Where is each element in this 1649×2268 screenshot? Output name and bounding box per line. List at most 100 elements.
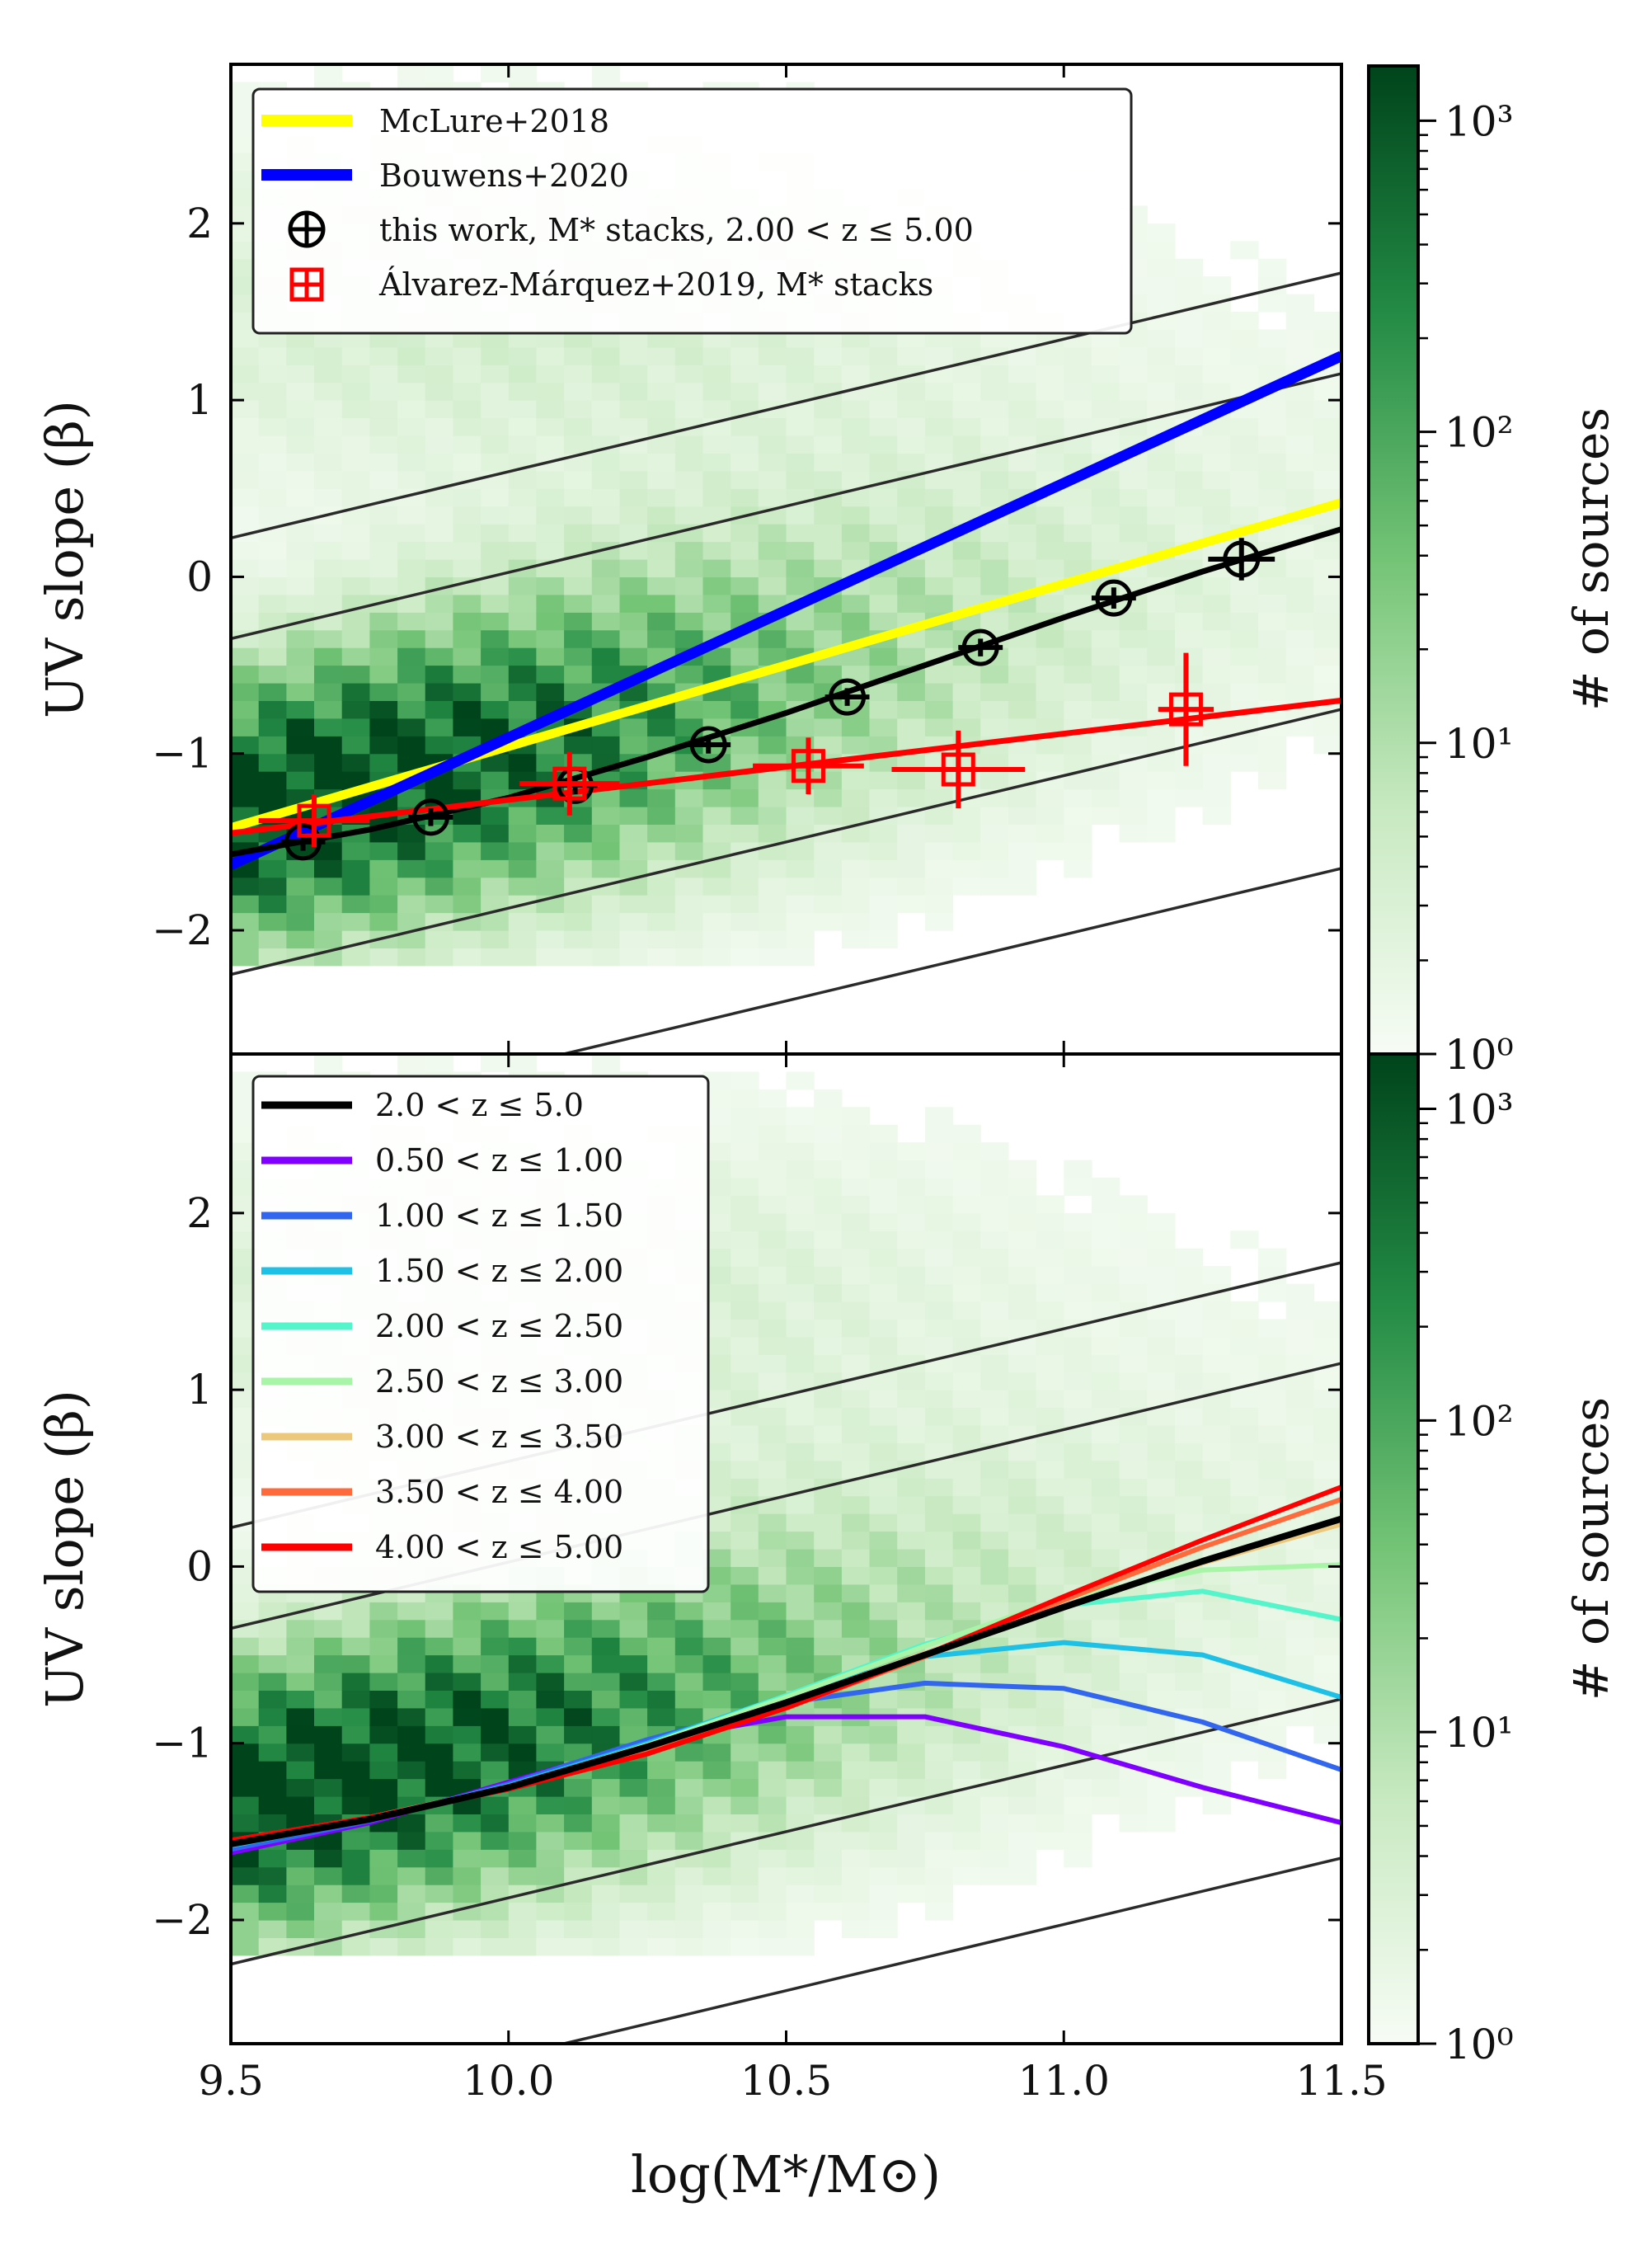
heatmap-cell: [286, 1637, 315, 1656]
heatmap-cell: [1202, 346, 1231, 365]
heatmap-cell: [647, 824, 676, 843]
heatmap-cell: [453, 559, 482, 577]
heatmap-cell: [952, 470, 981, 489]
heatmap-cell: [814, 1142, 843, 1161]
heatmap-cell: [702, 1796, 731, 1814]
heatmap-cell: [1036, 1212, 1064, 1231]
heatmap-cell: [1091, 629, 1120, 648]
heatmap-cell: [591, 365, 621, 383]
heatmap-cell: [314, 1778, 343, 1797]
heatmap-cell: [924, 1212, 954, 1231]
heatmap-cell: [397, 1707, 426, 1726]
heatmap-cell: [1285, 435, 1314, 454]
heatmap-cell: [841, 612, 871, 631]
heatmap-cell: [841, 1866, 871, 1885]
heatmap-cell: [758, 1654, 787, 1673]
heatmap-cell: [286, 647, 315, 666]
heatmap-cell: [980, 1513, 1009, 1532]
heatmap-cell: [1036, 683, 1064, 701]
heatmap-cell: [425, 365, 453, 383]
heatmap-cell: [786, 453, 815, 472]
heatmap-cell: [286, 453, 315, 472]
heatmap-cell: [924, 1796, 954, 1814]
heatmap-cell: [1008, 1372, 1037, 1390]
heatmap-cell: [1258, 453, 1287, 472]
heatmap-cell: [508, 700, 538, 719]
heatmap-cell: [397, 647, 426, 666]
heatmap-cell: [731, 1796, 759, 1814]
heatmap-cell: [1036, 807, 1064, 825]
heatmap-cell: [397, 594, 426, 613]
heatmap-cell: [453, 718, 482, 736]
heatmap-cell: [1008, 417, 1037, 436]
heatmap-cell: [231, 329, 260, 348]
heatmap-cell: [1091, 400, 1120, 419]
heatmap-cell: [536, 541, 565, 560]
heatmap-cell: [1175, 1248, 1204, 1267]
heatmap-cell: [980, 1460, 1009, 1479]
heatmap-cell: [231, 541, 260, 560]
heatmap-cell: [1313, 1619, 1341, 1638]
heatmap-cell: [453, 524, 482, 543]
heatmap-cell: [1285, 1583, 1314, 1602]
heatmap-cell: [1147, 824, 1176, 843]
heatmap-cell: [1285, 665, 1314, 684]
heatmap-cell: [1008, 365, 1037, 383]
heatmap-cell: [841, 417, 871, 436]
heatmap-cell: [1202, 329, 1231, 348]
heatmap-cell: [1091, 1654, 1120, 1673]
heatmap-cell: [1091, 1495, 1120, 1514]
heatmap-cell: [786, 1831, 815, 1850]
heatmap-cell: [1064, 1283, 1092, 1302]
heatmap-cell: [536, 1707, 565, 1726]
heatmap-cell: [1091, 1354, 1120, 1373]
heatmap-cell: [1202, 1707, 1231, 1726]
heatmap-cell: [924, 1549, 954, 1567]
heatmap-cell: [1230, 1460, 1259, 1479]
heatmap-cell: [258, 1619, 287, 1638]
heatmap-cell: [369, 506, 398, 525]
heatmap-cell: [786, 859, 815, 878]
heatmap-cell: [952, 1831, 981, 1850]
heatmap-cell: [1258, 365, 1287, 383]
heatmap-cell: [841, 1107, 871, 1126]
heatmap-cell: [758, 1460, 787, 1479]
heatmap-cell: [231, 417, 260, 436]
heatmap-cell: [869, 1902, 898, 1921]
heatmap-cell: [564, 1885, 593, 1903]
y-tick-label: −2: [152, 1896, 213, 1944]
heatmap-cell: [397, 435, 426, 454]
heatmap-cell: [508, 1920, 538, 1938]
heatmap-cell: [1119, 1495, 1148, 1514]
heatmap-cell: [814, 1761, 843, 1780]
heatmap-cell: [731, 1761, 759, 1780]
heatmap-cell: [1064, 382, 1092, 401]
heatmap-cell: [425, 1778, 453, 1797]
heatmap-cell: [674, 948, 704, 967]
legend-label: 3.00 < z ≤ 3.50: [375, 1419, 623, 1455]
heatmap-cell: [286, 1690, 315, 1709]
heatmap-cell: [1147, 1336, 1176, 1355]
heatmap-cell: [814, 1107, 843, 1126]
heatmap-cell: [869, 736, 898, 755]
heatmap-cell: [1230, 612, 1259, 631]
heatmap-cell: [924, 1478, 954, 1497]
heatmap-cell: [369, 1885, 398, 1903]
heatmap-cell: [786, 417, 815, 436]
heatmap-cell: [1175, 488, 1204, 507]
heatmap-cell: [397, 1761, 426, 1780]
heatmap-cell: [564, 1814, 593, 1833]
heatmap-cell: [758, 1549, 787, 1567]
heatmap-cell: [536, 1602, 565, 1621]
heatmap-cell: [1175, 276, 1204, 295]
heatmap-cell: [619, 824, 648, 843]
heatmap-cell: [1064, 683, 1092, 701]
heatmap-cell: [231, 647, 260, 666]
stack-point-this-work: [686, 726, 731, 764]
heatmap-cell: [897, 771, 926, 790]
heatmap-cell: [481, 1690, 510, 1709]
heatmap-cell: [536, 1937, 565, 1956]
heatmap-cell: [481, 400, 510, 419]
heatmap-cell: [731, 1849, 759, 1868]
heatmap-cell: [453, 1690, 482, 1709]
